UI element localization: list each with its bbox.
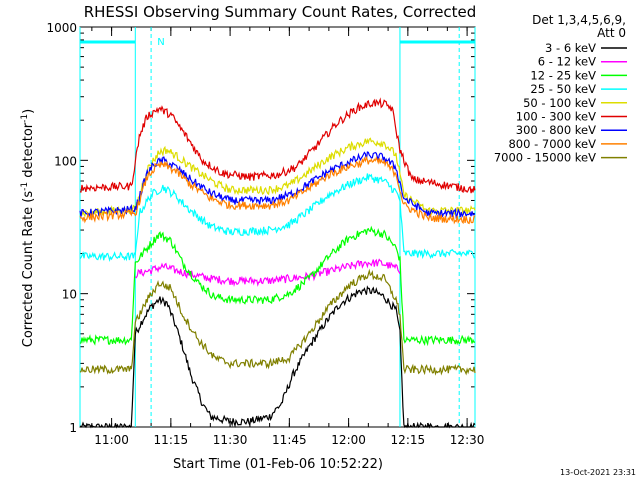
legend-label-4: 50 - 100 keV [523,96,596,110]
legend-label-7: 800 - 7000 keV [508,137,596,151]
y-tick-label: 1000 [46,21,77,35]
tick-labels: 1 10 100 1000 11:00 11:15 11:30 11:45 12:00 12:15… [46,21,484,447]
legend-header-detectors: Det 1,3,4,5,6,9, [532,13,626,27]
legend-label-8: 7000 - 15000 keV [494,151,596,165]
series-line-0 [79,285,476,429]
legend-label-2: 12 - 25 keV [530,68,596,82]
generated-timestamp: 13-Oct-2021 23:31 [560,468,636,477]
series-line-3 [79,173,476,263]
series-line-2 [79,225,476,347]
legend-label-1: 6 - 12 keV [538,55,596,69]
y-tick-label: 1 [69,421,77,435]
series-line-5 [79,97,476,194]
x-tick-label: 12:15 [391,433,426,447]
series-line-1 [134,258,401,288]
legend-label-3: 25 - 50 keV [530,82,596,96]
x-tick-label: 11:15 [154,433,189,447]
legend-label-0: 3 - 6 keV [545,41,596,55]
series-line-7 [79,155,476,225]
x-tick-label: 11:45 [272,433,307,447]
x-tick-label: 11:00 [94,433,129,447]
legend-label-6: 300 - 800 keV [516,123,596,137]
chart-title: RHESSI Observing Summary Count Rates, Co… [84,3,477,21]
x-axis-label: Start Time (01-Feb-06 10:52:22) [173,457,383,472]
night-marker-label: N [157,37,164,48]
night-saa-markers: N [79,27,476,427]
x-tick-label: 11:30 [213,433,248,447]
x-tick-label: 12:30 [450,433,485,447]
legend-header-attenuator: Att 0 [597,26,626,40]
x-tick-label: 12:00 [331,433,366,447]
series-lines [79,97,476,429]
legend-label-5: 100 - 300 keV [516,110,596,124]
y-tick-label: 10 [62,288,77,302]
series-line-8 [79,268,476,376]
y-tick-label: 100 [54,154,77,168]
y-axis-label: Corrected Count Rate (s-1 detector-1) [20,109,36,347]
